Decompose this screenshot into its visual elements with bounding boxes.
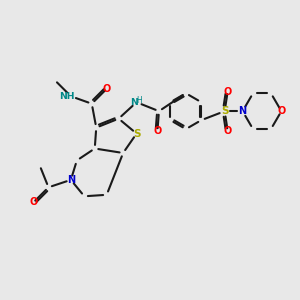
Text: N: N — [130, 98, 138, 107]
Text: S: S — [221, 106, 228, 116]
Text: NH: NH — [59, 92, 75, 101]
Text: N: N — [67, 175, 75, 185]
Text: O: O — [224, 87, 232, 97]
Text: N: N — [238, 106, 247, 116]
Text: H: H — [137, 96, 142, 105]
Text: O: O — [29, 197, 38, 207]
Text: O: O — [277, 106, 286, 116]
Text: O: O — [153, 126, 162, 136]
Text: S: S — [133, 129, 140, 139]
Text: O: O — [224, 126, 232, 136]
Text: O: O — [103, 84, 111, 94]
